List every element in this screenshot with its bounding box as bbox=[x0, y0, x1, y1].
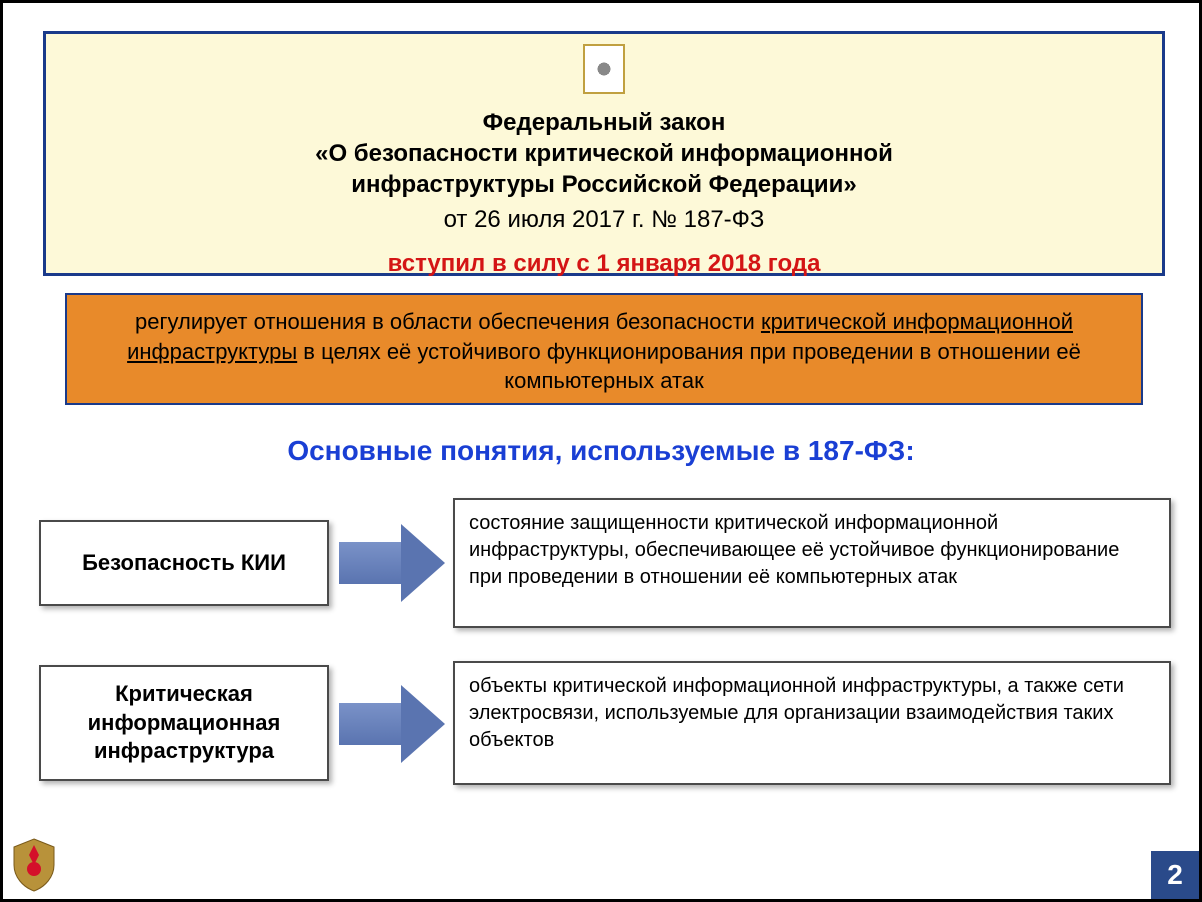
concept-row-1: Безопасность КИИ состояние защищенности … bbox=[39, 498, 1169, 628]
law-header-box: Федеральный закон «О безопасности критич… bbox=[43, 31, 1165, 276]
term-box-infrastructure: Критическая информационная инфраструктур… bbox=[39, 665, 329, 781]
regulates-text-1: регулирует отношения в области обеспечен… bbox=[135, 309, 761, 334]
arrow-icon bbox=[339, 524, 447, 602]
concept-row-2: Критическая информационная инфраструктур… bbox=[39, 653, 1169, 793]
concepts-heading: Основные понятия, используемые в 187-ФЗ: bbox=[3, 435, 1199, 467]
law-effective-date: вступил в силу с 1 января 2018 года bbox=[76, 250, 1132, 278]
regulates-text-2: в целях её устойчивого функционирования … bbox=[297, 339, 1081, 394]
regulates-box: регулирует отношения в области обеспечен… bbox=[65, 293, 1143, 405]
state-emblem-icon bbox=[583, 44, 625, 94]
law-title-line3: инфраструктуры Российской Федерации» bbox=[76, 169, 1132, 200]
arrow-icon bbox=[339, 685, 447, 763]
law-date: от 26 июля 2017 г. № 187-ФЗ bbox=[76, 203, 1132, 237]
term-box-security: Безопасность КИИ bbox=[39, 520, 329, 606]
definition-box-infrastructure: объекты критической информационной инфра… bbox=[453, 661, 1171, 785]
law-title-line1: Федеральный закон bbox=[76, 107, 1132, 138]
corner-emblem-icon bbox=[9, 837, 59, 893]
page-number: 2 bbox=[1151, 851, 1199, 899]
definition-box-security: состояние защищенности критической инфор… bbox=[453, 498, 1171, 628]
law-title-line2: «О безопасности критической информационн… bbox=[76, 138, 1132, 169]
